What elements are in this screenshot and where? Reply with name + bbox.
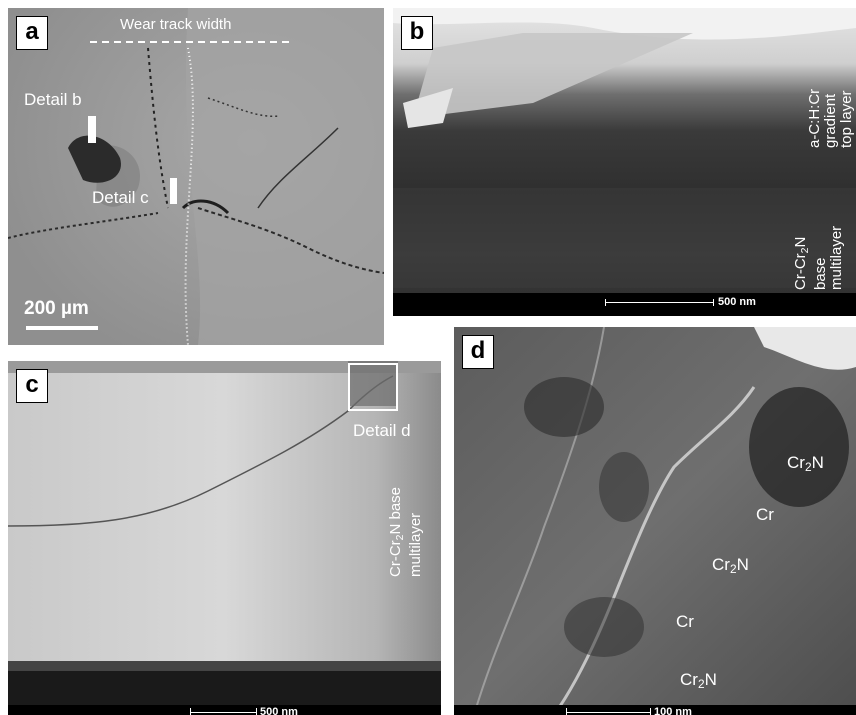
panel-c: c Detail d Cr-Cr2N base multilayer 500 n… [8,361,441,715]
base-line-3: multilayer [828,225,845,290]
top-layer-label: a-C:H:Cr gradient top layer [806,88,855,148]
detail-b-marker [88,116,96,143]
detail-d-box [348,363,398,411]
panel-c-scalebar-tick-right [256,708,257,715]
wear-track-width-label: Wear track width [120,16,232,33]
panel-c-image [8,361,441,715]
top-layer-line-2: gradient [822,93,839,148]
panel-c-scalebar [190,712,256,713]
panel-d-image [454,327,856,715]
detail-c-marker [170,178,177,204]
panel-b-label: b [401,16,433,50]
top-layer-line-1: a-C:H:Cr [806,88,823,148]
panel-d-scalebar-tick-right [650,708,651,715]
phase-cr-1: Cr [756,505,774,524]
phase-cr2n-2: Cr2N [712,555,749,576]
detail-c-label: Detail c [92,188,149,207]
panel-b-scale-label: 500 nm [718,296,756,308]
panel-a: a Wear track width Detail b Detail c 200… [8,8,384,345]
panel-d-label: d [462,335,494,369]
panel-c-base-label: Cr-Cr2N base multilayer [387,486,424,577]
panel-b-image [393,8,856,316]
panel-d: d Cr2N Cr Cr2N Cr Cr2N 100 nm [454,327,856,715]
panel-d-scale-label: 100 nm [654,706,692,715]
panel-c-base-line-1: Cr-Cr2N base [387,486,406,577]
phase-cr2n-1: Cr2N [787,453,824,474]
detail-b-label: Detail b [24,90,82,109]
panel-c-scalebar-tick-left [190,708,191,715]
base-line-1: Cr-Cr2N [792,236,811,290]
panel-b-scalebar-tick-left [605,299,606,306]
panel-b-scalebar [605,302,713,303]
phase-cr-2: Cr [676,612,694,631]
panel-c-scale-label: 500 nm [260,706,298,715]
top-layer-line-3: top layer [838,90,855,148]
panel-c-label: c [16,369,48,403]
panel-a-image [8,8,384,345]
panel-a-label: a [16,16,48,50]
panel-c-base-line-2: multilayer [407,512,424,577]
panel-a-scale-label: 200 µm [24,298,89,319]
base-multilayer-label: Cr-Cr2N base multilayer [792,225,845,290]
panel-d-scalebar-tick-left [566,708,567,715]
panel-b: b a-C:H:Cr gradient top layer Cr-Cr2N ba… [393,8,856,316]
panel-d-scalebar [566,712,650,713]
detail-d-label: Detail d [353,421,411,440]
base-line-2: base [812,257,829,290]
panel-b-scalebar-tick-right [713,299,714,306]
phase-cr2n-3: Cr2N [680,670,717,691]
